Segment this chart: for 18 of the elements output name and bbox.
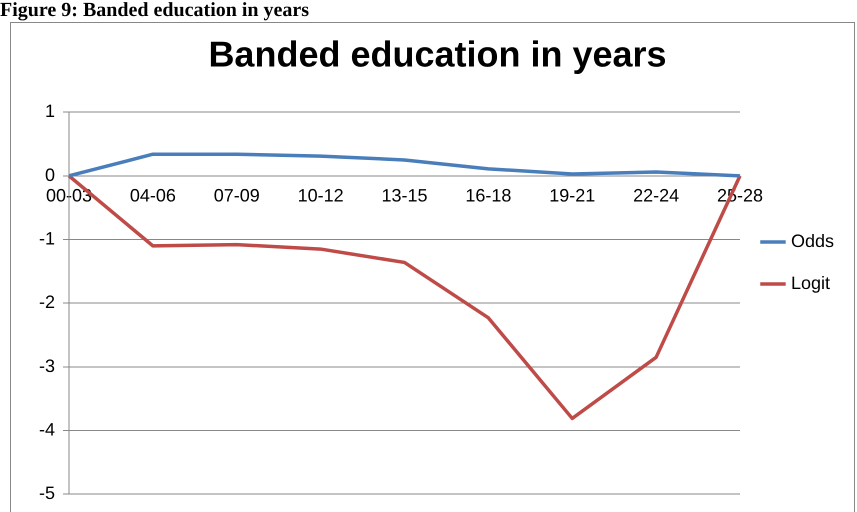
x-tick-label: 13-15 bbox=[381, 186, 428, 206]
x-tick-label: 10-12 bbox=[298, 186, 344, 206]
chart-title: Banded education in years bbox=[208, 34, 667, 75]
x-tick-label: 07-09 bbox=[214, 186, 260, 206]
legend-label: Odds bbox=[790, 230, 834, 251]
y-tick-label: -2 bbox=[38, 292, 56, 312]
y-tick-label: -5 bbox=[38, 483, 56, 504]
x-tick-label: 19-21 bbox=[549, 186, 596, 206]
y-tick-label: 0 bbox=[44, 164, 56, 185]
legend-label: Logit bbox=[790, 272, 830, 293]
x-tick-label: 22-24 bbox=[633, 186, 680, 206]
y-tick-label: -4 bbox=[38, 420, 56, 440]
y-tick-label: 1 bbox=[44, 101, 56, 122]
x-tick-label: 04-06 bbox=[130, 186, 176, 206]
y-tick-label: -1 bbox=[38, 228, 56, 248]
caption: Figure 9: Banded education in years bbox=[0, 0, 310, 22]
y-tick-label: -3 bbox=[38, 356, 56, 376]
x-tick-label: 16-18 bbox=[465, 186, 512, 206]
